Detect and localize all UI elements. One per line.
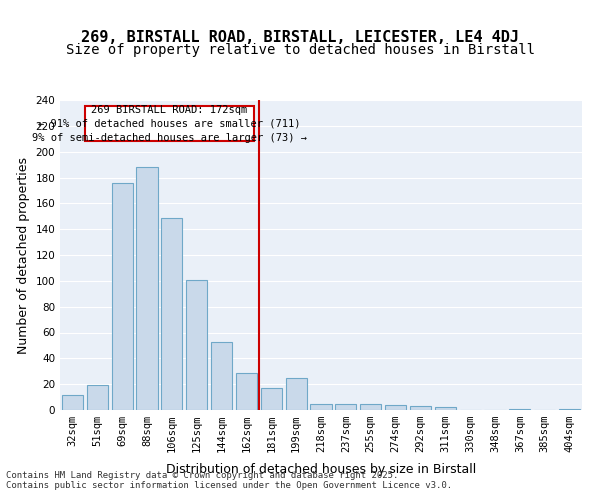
Bar — [385, 405, 406, 410]
Bar — [335, 404, 356, 410]
Bar — [261, 388, 282, 410]
X-axis label: Distribution of detached houses by size in Birstall: Distribution of detached houses by size … — [166, 464, 476, 476]
Bar — [509, 408, 530, 410]
Bar — [62, 394, 83, 410]
Bar — [410, 406, 431, 410]
Bar — [435, 408, 456, 410]
Bar — [360, 404, 381, 410]
Text: Size of property relative to detached houses in Birstall: Size of property relative to detached ho… — [65, 43, 535, 57]
Bar — [161, 218, 182, 410]
Bar — [112, 182, 133, 410]
Bar — [211, 342, 232, 410]
Bar — [236, 372, 257, 410]
Bar — [87, 386, 108, 410]
Text: 269, BIRSTALL ROAD, BIRSTALL, LEICESTER, LE4 4DJ: 269, BIRSTALL ROAD, BIRSTALL, LEICESTER,… — [81, 30, 519, 45]
Y-axis label: Number of detached properties: Number of detached properties — [17, 156, 30, 354]
Bar — [186, 280, 207, 410]
Bar — [559, 408, 580, 410]
Bar — [310, 404, 332, 410]
Bar — [136, 167, 158, 410]
Text: 269 BIRSTALL ROAD: 172sqm
← 91% of detached houses are smaller (711)
9% of semi-: 269 BIRSTALL ROAD: 172sqm ← 91% of detac… — [32, 105, 307, 143]
Text: Contains HM Land Registry data © Crown copyright and database right 2025.
Contai: Contains HM Land Registry data © Crown c… — [6, 470, 452, 490]
Bar — [286, 378, 307, 410]
FancyBboxPatch shape — [85, 106, 254, 142]
